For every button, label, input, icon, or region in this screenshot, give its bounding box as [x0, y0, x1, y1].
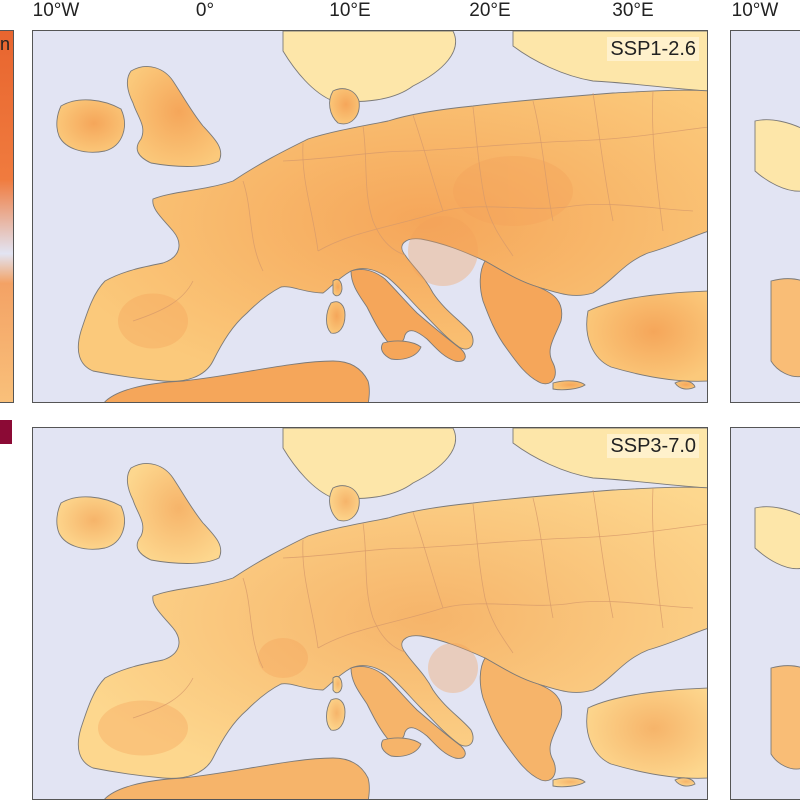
crete: [552, 380, 586, 391]
right-panel-top-partial: [730, 30, 800, 403]
turkey: [586, 290, 707, 382]
north-africa: [104, 360, 370, 402]
ireland: [56, 99, 125, 153]
scandinavia: [282, 31, 457, 103]
warming-hotspots: [118, 156, 573, 349]
north-africa: [104, 757, 370, 799]
border-9: [282, 126, 707, 162]
hotspot-2: [408, 216, 478, 286]
border-10: [132, 280, 194, 322]
denmark: [329, 485, 360, 522]
map-panel-ssp370: SSP3-7.0: [32, 427, 708, 800]
turkey: [586, 687, 707, 779]
border-3: [412, 114, 444, 212]
border-4: [472, 106, 514, 257]
great-britain: [126, 463, 222, 564]
hotspot-0: [98, 700, 188, 756]
scenario-label: SSP3-7.0: [607, 434, 699, 458]
europe-map-ssp370: [33, 428, 707, 799]
lon-label-10e: 10°E: [329, 0, 371, 21]
sardinia: [326, 301, 346, 334]
hotspot-1: [118, 293, 188, 349]
country-borders: [132, 90, 707, 322]
italy: [350, 268, 466, 362]
border-4: [472, 503, 514, 654]
border-3: [412, 511, 444, 609]
border-2: [362, 125, 406, 256]
greece-balkans: [479, 260, 563, 385]
border-10: [132, 677, 194, 719]
map-panel-ssp126: SSP1-2.6: [32, 30, 708, 403]
denmark: [329, 88, 360, 125]
border-0: [242, 180, 264, 272]
land-group: [56, 428, 707, 799]
left-strip-partial-letter: n: [0, 34, 10, 54]
border-1: [302, 539, 319, 649]
border-9: [282, 523, 707, 559]
warming-hotspots: [98, 638, 478, 756]
land-group: [56, 31, 707, 402]
corsica: [332, 675, 343, 694]
border-7: [652, 90, 664, 232]
scandinavia: [282, 428, 457, 500]
lon-label-0: 0°: [195, 0, 215, 21]
great-britain: [126, 66, 222, 167]
colorbar-dark-end: [0, 420, 12, 444]
italy: [350, 665, 466, 759]
cyprus: [674, 777, 696, 787]
hotspot-2: [428, 643, 478, 693]
lon-label-right-10w: 10°W: [731, 0, 779, 21]
cyprus: [674, 380, 696, 390]
continental-europe: [77, 486, 707, 779]
greece-balkans: [479, 657, 563, 782]
continental-europe: [77, 89, 707, 382]
right-panel-bottom-partial: [730, 427, 800, 800]
sicily: [380, 340, 422, 360]
crete: [552, 777, 586, 788]
sicily: [380, 737, 422, 757]
border-7: [652, 487, 664, 629]
scenario-label: SSP1-2.6: [607, 37, 699, 61]
lon-label-30e: 30°E: [612, 0, 654, 21]
ireland: [56, 496, 125, 550]
border-8: [317, 203, 694, 252]
border-1: [302, 142, 319, 252]
europe-map-ssp126: [33, 31, 707, 402]
border-0: [242, 577, 264, 669]
border-8: [317, 600, 694, 649]
lon-label-10w: 10°W: [32, 0, 80, 21]
border-2: [362, 522, 406, 653]
sardinia: [326, 698, 346, 731]
left-panel-top-partial: [0, 30, 14, 403]
country-borders: [132, 487, 707, 719]
hotspot-0: [453, 156, 573, 226]
hotspot-1: [258, 638, 308, 678]
corsica: [332, 278, 343, 297]
lon-label-20e: 20°E: [469, 0, 511, 21]
